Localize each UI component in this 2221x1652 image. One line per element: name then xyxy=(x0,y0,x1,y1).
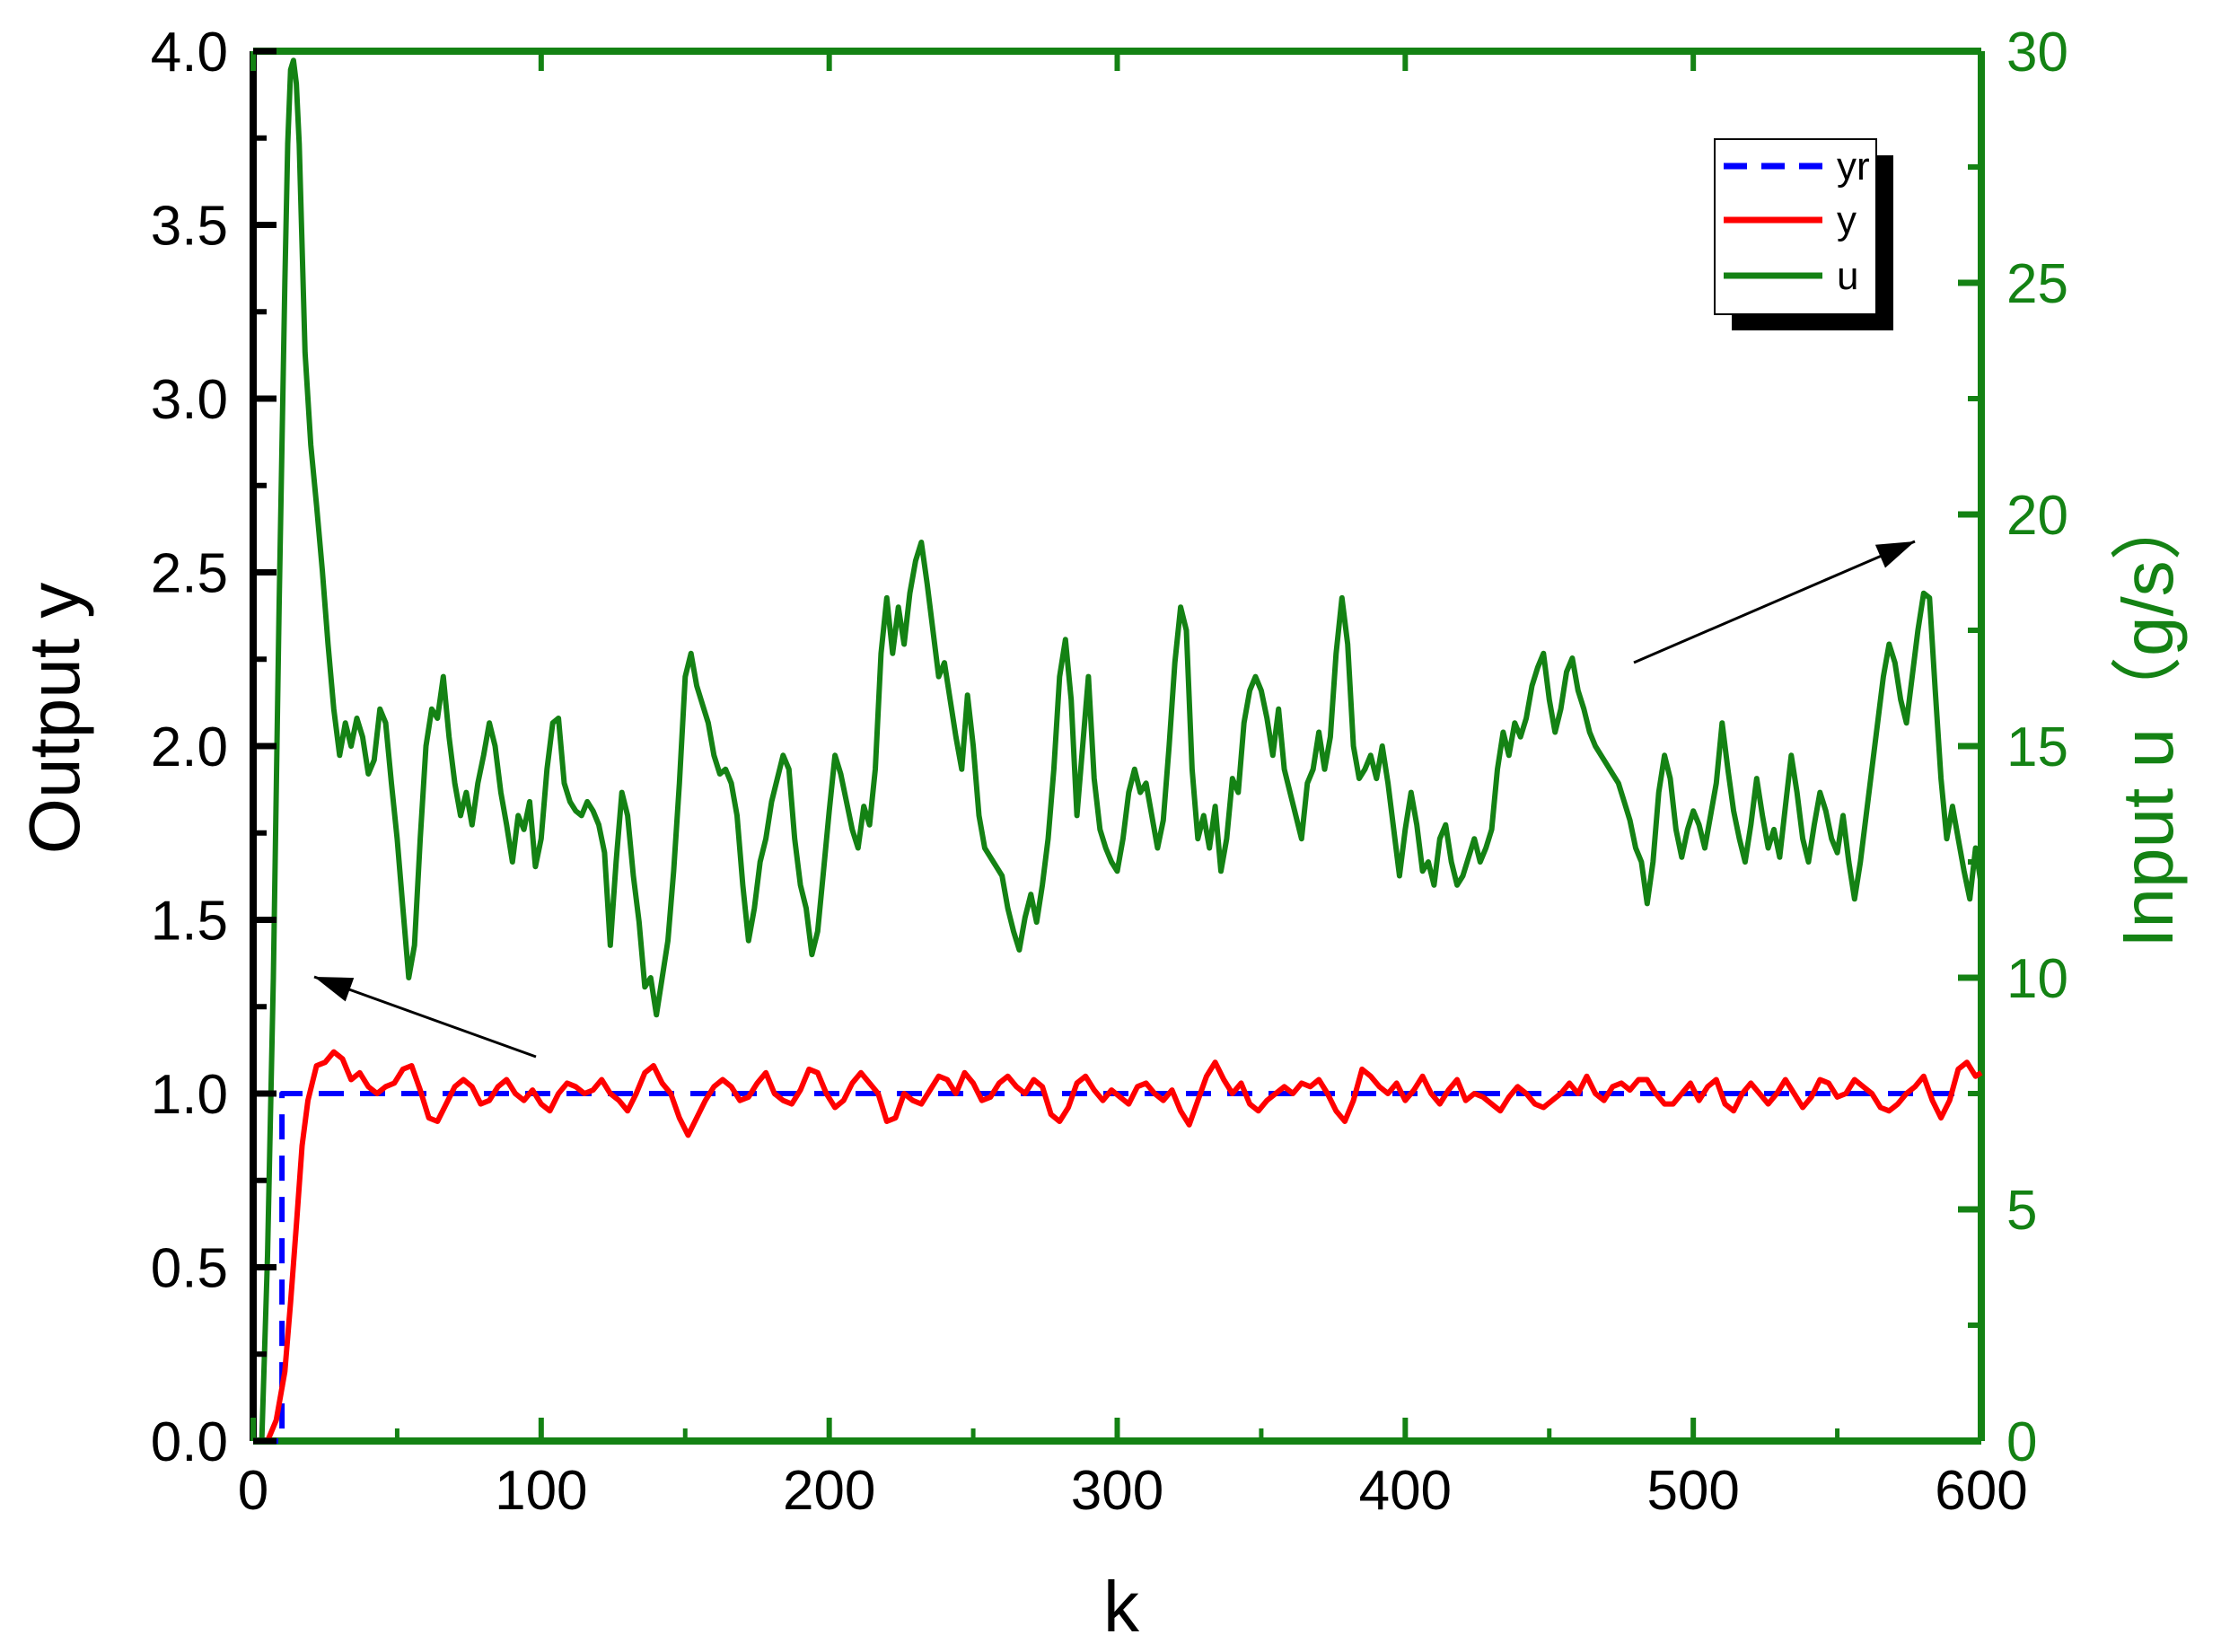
y-right-axis-title: Input u（g/s） xyxy=(2108,488,2188,947)
x-axis-title: k xyxy=(1103,1567,1140,1647)
y-left-tick-label: 4.0 xyxy=(151,22,228,83)
legend-label-u: u xyxy=(1837,254,1858,298)
y-right-tick-label: 10 xyxy=(2006,948,2068,1010)
y-left-axis-title: Output y xyxy=(14,583,94,854)
series-line-u xyxy=(259,57,1984,1442)
y-left-tick-label: 3.0 xyxy=(151,369,228,431)
x-tick-label: 200 xyxy=(783,1460,875,1522)
y-right-tick-label: 5 xyxy=(2006,1180,2037,1242)
series-line-y xyxy=(265,1049,1983,1443)
y-right-tick-label: 20 xyxy=(2006,485,2068,547)
arrow-to-right-axis-head xyxy=(1874,541,1915,568)
y-left-tick-label: 1.5 xyxy=(151,891,228,953)
y-left-tick-label: 0.0 xyxy=(151,1411,228,1473)
y-left-tick-label: 2.0 xyxy=(151,716,228,778)
series-line-yr xyxy=(253,1091,1981,1444)
y-right-tick-label: 15 xyxy=(2006,716,2068,778)
legend-label-yr: yr xyxy=(1837,145,1870,189)
x-tick-label: 300 xyxy=(1071,1460,1163,1522)
x-tick-label: 0 xyxy=(238,1460,268,1522)
y-right-tick-label: 30 xyxy=(2006,22,2068,83)
x-tick-label: 400 xyxy=(1359,1460,1452,1522)
arrow-to-right-axis-shaft xyxy=(1633,540,1916,664)
axes-layer: 0 100 200 300 400 500 6000.00.51.01.52.02.53.0… xyxy=(151,22,2068,1522)
annotation-arrows xyxy=(313,540,1916,1059)
y-right-tick-label: 25 xyxy=(2006,253,2068,315)
y-left-tick-label: 0.5 xyxy=(151,1238,228,1300)
legend-label-y: y xyxy=(1837,198,1857,242)
x-tick-label: 100 xyxy=(495,1460,587,1522)
y-right-tick-label: 0 xyxy=(2006,1411,2037,1473)
arrow-to-left-axis-head xyxy=(314,977,355,1002)
x-tick-label: 500 xyxy=(1646,1460,1739,1522)
arrow-to-left-axis-shaft xyxy=(313,975,537,1059)
legend: yr y u xyxy=(1714,138,1893,330)
y-left-tick-label: 1.0 xyxy=(151,1064,228,1126)
x-tick-label: 600 xyxy=(1935,1460,2027,1522)
y-left-tick-label: 2.5 xyxy=(151,543,228,605)
y-left-tick-label: 3.5 xyxy=(151,196,228,258)
